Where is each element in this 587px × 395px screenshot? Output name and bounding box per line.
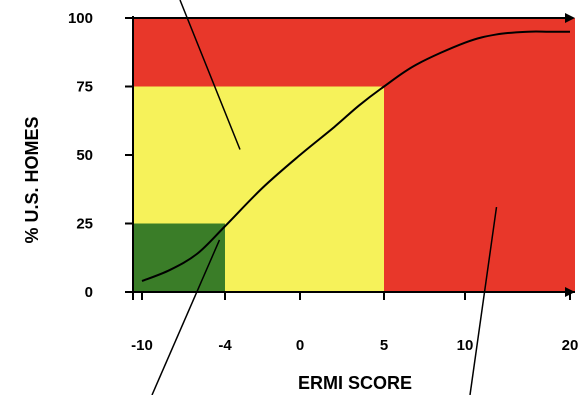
y-axis-title: % U.S. HOMES — [22, 116, 42, 243]
series-line-0 — [141, 30, 570, 282]
pointer-line-1 — [151, 239, 221, 395]
x-tick-label: 0 — [296, 337, 304, 354]
x-tick-label: 20 — [562, 337, 579, 354]
x-tick-label: -4 — [218, 337, 232, 354]
tick-labels: 0 25 50 75 100 -10 -4 0 5 10 20 — [68, 10, 578, 354]
top-arrow-icon — [565, 13, 575, 23]
x-tick-label: 10 — [457, 337, 474, 354]
y-tick-label: 25 — [76, 216, 93, 233]
pointer-line-0 — [179, 0, 241, 150]
axes — [125, 13, 575, 300]
x-axis-title: ERMI SCORE — [298, 373, 412, 393]
y-tick-label: 0 — [85, 284, 93, 301]
pointer-lines — [151, 0, 498, 395]
pointer-line-2 — [469, 206, 498, 395]
region-green-zone — [133, 223, 225, 292]
x-tick-label: -10 — [131, 337, 153, 354]
x-tick-label: 5 — [380, 337, 388, 354]
series-layer — [141, 30, 570, 282]
y-tick-label: 100 — [68, 10, 93, 27]
y-tick-label: 75 — [76, 79, 93, 96]
y-tick-label: 50 — [76, 147, 93, 164]
